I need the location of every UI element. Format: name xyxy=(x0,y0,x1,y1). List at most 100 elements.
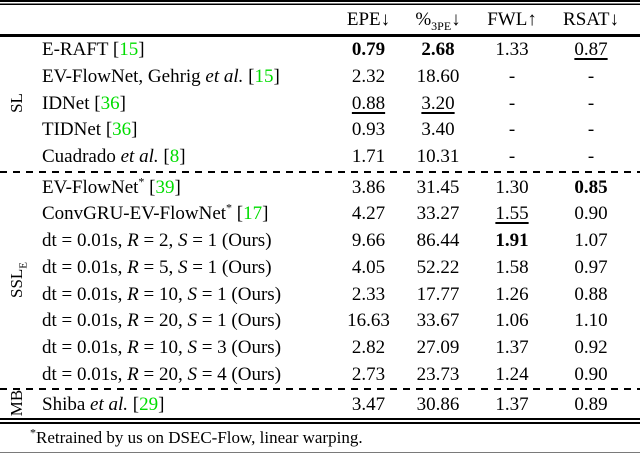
method-name: = 4 (Ours) xyxy=(196,364,282,384)
col-label: FWL xyxy=(487,9,528,30)
col-subscript: 3PE xyxy=(431,18,452,33)
method-name: ] xyxy=(131,120,138,140)
rsat-value: - xyxy=(587,66,595,88)
math-var-r: R xyxy=(127,257,139,277)
method-label: dt = 0.01s, R = 5, S = 1 (Ours) xyxy=(38,258,335,277)
method-label: dt = 0.01s, R = 20, S = 1 (Ours) xyxy=(38,311,335,330)
method-name: = 2, xyxy=(138,231,178,251)
sort-direction-arrow: ↓ xyxy=(609,9,619,30)
table-row-shiba: Shiba et al. [29] 3.47 30.86 1.37 0.89 xyxy=(0,391,640,418)
fwl-value: 1.06 xyxy=(495,310,529,332)
rsat-value: 0.92 xyxy=(574,336,608,358)
method-name: = 3 (Ours) xyxy=(196,337,282,357)
fwl-value: 1.33 xyxy=(495,39,529,61)
rsat-value: 1.07 xyxy=(574,230,608,252)
pe3-value: 52.22 xyxy=(416,256,460,278)
table-top-rule xyxy=(0,0,640,5)
method-name: [ xyxy=(243,67,255,87)
rsat-value: 0.97 xyxy=(574,256,608,278)
rsat-value: 0.90 xyxy=(574,363,608,385)
pe3-value: 30.86 xyxy=(416,394,460,416)
table-row-ours-r20-s4: dt = 0.01s, R = 20, S = 4 (Ours) 2.73 23… xyxy=(0,361,640,388)
citation-link[interactable]: 8 xyxy=(169,147,180,167)
method-name: = 1 (Ours) xyxy=(187,231,272,251)
method-name: = 10, xyxy=(138,337,188,357)
method-label: dt = 0.01s, R = 20, S = 4 (Ours) xyxy=(38,365,335,384)
pe3-value: 86.44 xyxy=(416,230,460,252)
method-name: = 10, xyxy=(138,284,188,304)
method-name: dt = 0.01s, xyxy=(42,311,128,331)
citation-link[interactable]: 36 xyxy=(112,120,132,140)
epe-value: 1.71 xyxy=(351,146,386,168)
citation-link[interactable]: 39 xyxy=(155,177,175,197)
method-name: = 20, xyxy=(138,364,188,384)
math-var-r: R xyxy=(127,284,139,304)
sort-direction-arrow: ↓ xyxy=(451,9,461,30)
rsat-value: 0.89 xyxy=(574,394,608,416)
epe-value: 4.05 xyxy=(351,256,386,278)
fwl-value: - xyxy=(508,146,516,168)
rsat-value: 0.88 xyxy=(574,283,608,305)
method-label: dt = 0.01s, R = 2, S = 1 (Ours) xyxy=(38,231,335,250)
fwl-value: 1.30 xyxy=(495,176,529,198)
group-label-mb: MB xyxy=(7,368,27,438)
method-label: dt = 0.01s, R = 10, S = 3 (Ours) xyxy=(38,338,335,357)
method-name: dt = 0.01s, xyxy=(42,257,128,277)
etal-italic: et al. xyxy=(90,395,129,415)
epe-value: 2.32 xyxy=(351,66,386,88)
method-label: dt = 0.01s, R = 10, S = 1 (Ours) xyxy=(38,285,335,304)
pe3-value: 33.27 xyxy=(416,203,460,225)
col-header-rsat: RSAT↓ xyxy=(550,10,640,29)
citation-link[interactable]: 29 xyxy=(139,395,159,415)
method-name: = 20, xyxy=(138,311,188,331)
math-var-r: R xyxy=(127,311,139,331)
method-name: ] xyxy=(179,147,186,167)
epe-value: 2.73 xyxy=(351,363,386,385)
fwl-value: 1.55 xyxy=(474,204,550,223)
retrained-asterisk: * xyxy=(138,177,145,189)
method-name: Cuadrado xyxy=(42,147,121,167)
group-label-sl: SL xyxy=(7,68,27,138)
pe3-value: 10.31 xyxy=(416,146,460,168)
table-row-eraft: E-RAFT [15] 0.79 2.68 1.33 0.87 xyxy=(0,37,640,64)
method-name: [ xyxy=(128,395,140,415)
citation-link[interactable]: 36 xyxy=(100,93,120,113)
group-label-subscript: E xyxy=(17,261,30,269)
epe-value: 4.27 xyxy=(351,203,386,225)
rsat-value: 0.87 xyxy=(550,40,640,59)
method-name: EV-FlowNet, Gehrig xyxy=(42,67,206,87)
epe-value: 0.79 xyxy=(351,39,386,61)
epe-underlined: 0.88 xyxy=(351,92,386,114)
citation-link[interactable]: 15 xyxy=(254,67,274,87)
fwl-value: - xyxy=(508,92,516,114)
fwl-value: 1.37 xyxy=(495,336,529,358)
etal-italic: et al. xyxy=(120,147,159,167)
method-name: dt = 0.01s, xyxy=(42,337,128,357)
table-row-convgru: ConvGRU-EV-FlowNet* [17] 4.27 33.27 1.55… xyxy=(0,201,640,228)
table-row-tidnet: TIDNet [36] 0.93 3.40 - - xyxy=(0,117,640,144)
method-label: E-RAFT [15] xyxy=(38,40,335,59)
col-label: RSAT xyxy=(563,9,610,30)
footnote: *Retrained by us on DSEC-Flow, linear wa… xyxy=(0,424,640,451)
citation-link[interactable]: 17 xyxy=(243,204,263,224)
math-var-s: S xyxy=(187,284,197,304)
method-name: dt = 0.01s, xyxy=(42,231,128,251)
group-divider-dashed xyxy=(0,170,640,173)
fwl-value: - xyxy=(508,119,516,141)
method-name: ] xyxy=(174,177,181,197)
citation-link[interactable]: 15 xyxy=(119,40,139,60)
method-name: [ xyxy=(158,147,170,167)
rsat-underlined: 0.87 xyxy=(574,39,608,61)
rsat-value: - xyxy=(587,119,595,141)
method-label: Cuadrado et al. [8] xyxy=(38,147,335,166)
pe3-value: 2.68 xyxy=(421,39,455,61)
group-label-text: MB xyxy=(7,389,26,417)
math-var-s: S xyxy=(187,364,197,384)
method-label: IDNet [36] xyxy=(38,94,335,113)
col-label: EPE xyxy=(346,9,381,30)
method-name: = 5, xyxy=(138,257,178,277)
epe-value: 2.82 xyxy=(351,336,386,358)
epe-value: 0.88 xyxy=(335,94,402,113)
pe3-value: 23.73 xyxy=(416,363,460,385)
